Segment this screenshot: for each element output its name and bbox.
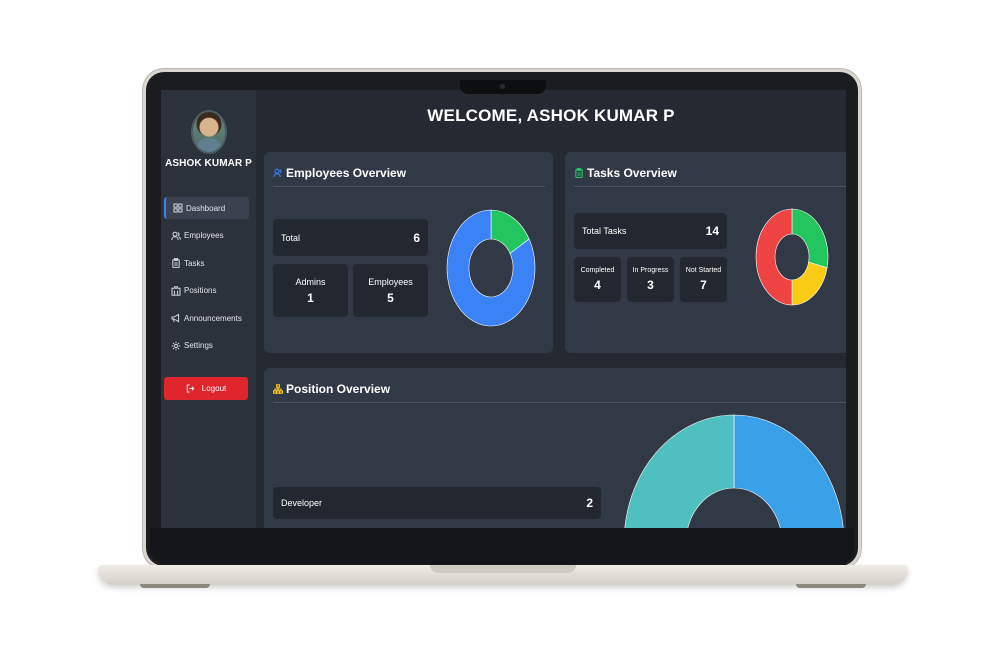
stat-value: 3: [647, 278, 654, 292]
employees-total-stat: Total 6: [273, 219, 428, 256]
dashboard-icon: [173, 203, 183, 213]
donut-slice-not-started[interactable]: [755, 208, 793, 306]
employees-count-stat: Employees 5: [353, 264, 428, 317]
position-row: Developer 2: [273, 487, 601, 519]
clipboard-icon: [172, 258, 180, 268]
divider: [273, 402, 846, 403]
sidebar-item-tasks[interactable]: Tasks: [164, 252, 249, 274]
users-icon: [171, 231, 181, 240]
sidebar-item-label: Employees: [184, 231, 224, 240]
employees-donut-chart: [446, 209, 536, 327]
building-icon: [171, 285, 181, 296]
donut-slice-employees[interactable]: [446, 209, 536, 327]
tasks-overview-card: Tasks Overview Total Tasks 14 Completed …: [565, 152, 846, 353]
gear-icon: [171, 341, 181, 350]
card-title: Position Overview: [273, 382, 390, 396]
megaphone-icon: [171, 313, 180, 323]
stat-value: 1: [307, 290, 314, 305]
stat-label: Admins: [295, 276, 326, 287]
position-value: 2: [586, 496, 593, 510]
laptop-base: [98, 565, 908, 585]
sidebar: ASHOK KUMAR P Dashboard Employees Tasks …: [161, 90, 256, 528]
completed-stat: Completed 4: [574, 257, 621, 302]
stat-value: 5: [387, 290, 394, 305]
sitemap-icon: [273, 384, 283, 394]
in-progress-stat: In Progress 3: [627, 257, 674, 302]
sidebar-item-label: Announcements: [184, 313, 242, 323]
laptop-foot: [796, 584, 866, 588]
app-screen: ASHOK KUMAR P Dashboard Employees Tasks …: [161, 90, 846, 528]
donut-slice-completed[interactable]: [791, 208, 829, 269]
laptop-foot: [140, 584, 210, 588]
sidebar-item-announcements[interactable]: Announcements: [164, 307, 249, 329]
user-name: ASHOK KUMAR P: [165, 158, 252, 169]
stat-label: Employees: [368, 276, 413, 287]
employees-overview-title: Employees Overview: [286, 166, 407, 180]
camera-notch: [460, 80, 546, 94]
card-title: Tasks Overview: [574, 166, 677, 180]
clipboard-icon: [575, 168, 583, 178]
stat-value: 4: [594, 278, 601, 292]
sidebar-item-label: Positions: [184, 286, 217, 295]
logout-label: Logout: [201, 384, 227, 393]
donut-slice-in-progress[interactable]: [791, 261, 828, 306]
not-started-stat: Not Started 7: [680, 257, 727, 302]
stat-value: 14: [705, 224, 719, 238]
laptop-groove: [430, 565, 576, 573]
sidebar-item-dashboard[interactable]: Dashboard: [164, 197, 249, 219]
sidebar-item-label: Settings: [184, 341, 213, 350]
stat-value: 6: [413, 230, 420, 245]
users-icon: [273, 168, 282, 178]
divider: [273, 186, 545, 187]
stat-label: Total Tasks: [582, 226, 627, 236]
admins-stat: Admins 1: [273, 264, 348, 317]
stat-label: Completed: [580, 267, 615, 274]
sidebar-item-positions[interactable]: Positions: [164, 280, 249, 302]
position-overview-title: Position Overview: [286, 382, 391, 396]
sidebar-item-settings[interactable]: Settings: [164, 335, 249, 357]
sidebar-nav: Dashboard Employees Tasks Positions Anno…: [164, 197, 249, 362]
page-title: WELCOME, ASHOK KUMAR P: [427, 106, 675, 125]
employees-overview-card: Employees Overview Total 6 Admins 1 Empl…: [264, 152, 553, 353]
position-donut-chart: [624, 414, 844, 528]
card-title: Employees Overview: [273, 166, 406, 180]
sidebar-item-label: Dashboard: [186, 203, 226, 213]
stat-value: 7: [700, 278, 707, 292]
donut-slice-other[interactable]: [624, 414, 735, 528]
sidebar-item-employees[interactable]: Employees: [164, 225, 249, 247]
stat-label: In Progress: [632, 267, 669, 274]
stat-label: Not Started: [685, 267, 722, 274]
laptop-chin: [150, 528, 854, 564]
tasks-total-stat: Total Tasks 14: [574, 213, 727, 249]
tasks-overview-title: Tasks Overview: [587, 166, 677, 180]
position-overview-card: Position Overview Developer 2: [264, 368, 846, 528]
sidebar-item-label: Tasks: [184, 258, 205, 268]
logout-icon: [186, 384, 195, 393]
stat-label: Total: [281, 232, 301, 243]
avatar[interactable]: [191, 110, 227, 154]
donut-slice-developer[interactable]: [733, 414, 844, 528]
position-label: Developer: [281, 498, 323, 508]
tasks-donut-chart: [755, 208, 829, 306]
divider: [574, 186, 846, 187]
logout-button[interactable]: Logout: [164, 377, 248, 400]
camera-icon: [500, 84, 505, 89]
